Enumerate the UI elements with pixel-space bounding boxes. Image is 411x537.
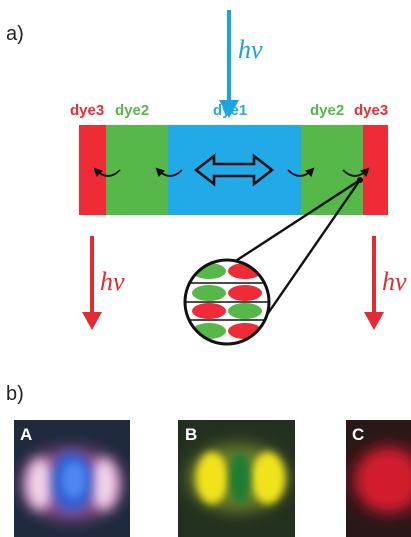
dye1-label: dye1 xyxy=(213,102,247,119)
double-arrow-icon xyxy=(193,153,275,187)
dye2-label-right: dye2 xyxy=(310,102,344,119)
excitation-arrow xyxy=(219,10,239,118)
dye3-label-right: dye3 xyxy=(354,102,388,119)
segment-dye1 xyxy=(168,125,301,215)
emission-label-left: hν xyxy=(100,267,125,296)
zoom-origin-dot xyxy=(357,177,363,183)
micrograph-a-label: A xyxy=(20,425,32,444)
dye2-label-left: dye2 xyxy=(115,102,149,119)
transfer-arrows xyxy=(93,167,370,178)
nanorod xyxy=(79,125,388,215)
dye3-label-left: dye3 xyxy=(70,102,104,119)
micrograph-b-label: B xyxy=(185,425,197,444)
micrograph-b xyxy=(178,420,295,537)
emission-label-right: hν xyxy=(382,267,407,296)
segment-dye3-left xyxy=(79,125,106,215)
segment-dye2-right xyxy=(301,125,363,215)
emission-arrow-left xyxy=(82,236,102,330)
micrograph-c xyxy=(346,420,411,537)
panel-a-label: a) xyxy=(6,23,24,45)
emission-arrow-right xyxy=(364,236,384,330)
excitation-label: hν xyxy=(238,35,263,64)
micrograph-a xyxy=(14,420,130,537)
magnified-lens xyxy=(183,258,271,346)
panel-b-label: b) xyxy=(6,383,24,405)
micrograph-c-label: C xyxy=(352,425,364,444)
